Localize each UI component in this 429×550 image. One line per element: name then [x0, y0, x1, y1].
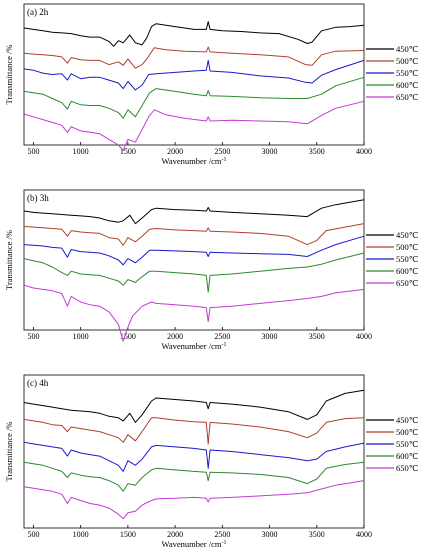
- x-tick-label: 500: [27, 147, 39, 156]
- x-tick-label: 2500: [214, 332, 230, 341]
- legend-label-3: 550℃: [396, 254, 419, 264]
- x-tick-label: 2000: [167, 332, 183, 341]
- x-tick-label: 500: [27, 530, 39, 539]
- series-line-4: [23, 76, 365, 119]
- y-axis-label: Transmittance /%: [4, 230, 14, 290]
- series-line-2: [23, 417, 365, 445]
- legend-label-1: 450℃: [396, 44, 419, 54]
- x-tick-label: 1500: [120, 530, 136, 539]
- y-axis-label: Transmittance /%: [4, 45, 14, 105]
- chart-panel-1: 500 1000 1500 2000 2500 3000 3500 4000 Wavenumbe…: [4, 3, 419, 166]
- legend-label-4: 600℃: [396, 266, 419, 276]
- series-line-4: [23, 252, 365, 293]
- chart-panel-3: 500 1000 1500 2000 2500 3000 3500 4000 Wavenumbe…: [4, 374, 419, 549]
- plot-frame: [23, 374, 365, 529]
- x-tick-label: 3500: [309, 530, 325, 539]
- plot-frame: [23, 3, 365, 146]
- x-tick-label: 2000: [167, 147, 183, 156]
- y-axis-label: Transmittance /%: [4, 422, 14, 482]
- x-tick-label: 1500: [120, 332, 136, 341]
- series-line-3: [23, 235, 365, 266]
- legend-label-2: 500℃: [396, 56, 419, 66]
- x-tick-label: 4000: [356, 147, 372, 156]
- x-tick-label: 500: [27, 332, 39, 341]
- legend-label-3: 550℃: [396, 68, 419, 78]
- legend-label-4: 600℃: [396, 80, 419, 90]
- panel-label: (b) 3h: [27, 193, 49, 203]
- legend-label-5: 650℃: [396, 463, 419, 473]
- legend-label-5: 650℃: [396, 92, 419, 102]
- x-tick-label: 3000: [262, 332, 278, 341]
- legend-label-3: 550℃: [396, 439, 419, 449]
- x-tick-label: 3000: [262, 530, 278, 539]
- series-line-5: [23, 480, 365, 520]
- series-line-3: [23, 59, 365, 91]
- legend-label-2: 500℃: [396, 427, 419, 437]
- x-axis-label: Wavenumber /cm-1: [162, 341, 227, 351]
- series-line-1: [23, 21, 365, 47]
- series-line-1: [23, 199, 365, 225]
- x-tick-label: 1000: [73, 147, 89, 156]
- series-line-2: [23, 46, 365, 69]
- legend-label-1: 450℃: [396, 230, 419, 240]
- x-tick-label: 3500: [309, 147, 325, 156]
- panel-label: (c) 4h: [27, 378, 49, 388]
- x-tick-label: 2500: [214, 147, 230, 156]
- x-tick-label: 2500: [214, 530, 230, 539]
- plot-frame: [23, 189, 365, 331]
- x-tick-label: 1000: [73, 530, 89, 539]
- x-tick-label: 2000: [167, 530, 183, 539]
- legend-label-2: 500℃: [396, 242, 419, 252]
- series-line-2: [23, 223, 365, 246]
- legend-label-1: 450℃: [396, 415, 419, 425]
- chart-panel-2: 500 1000 1500 2000 2500 3000 3500 4000 Wavenumbe…: [4, 189, 419, 351]
- legend-label-5: 650℃: [396, 278, 419, 288]
- panel-label: (a) 2h: [27, 7, 49, 17]
- series-line-5: [23, 284, 365, 342]
- x-axis-label: Wavenumber /cm-1: [162, 156, 227, 166]
- series-line-4: [23, 461, 365, 492]
- series-line-3: [23, 441, 365, 472]
- x-tick-label: 1000: [73, 332, 89, 341]
- x-tick-label: 4000: [356, 332, 372, 341]
- legend-label-4: 600℃: [396, 451, 419, 461]
- x-axis-label: Wavenumber /cm-1: [162, 539, 227, 549]
- series-line-5: [23, 100, 365, 152]
- x-tick-label: 1500: [120, 147, 136, 156]
- series-line-1: [23, 389, 365, 423]
- x-tick-label: 4000: [356, 530, 372, 539]
- x-tick-label: 3000: [262, 147, 278, 156]
- x-tick-label: 3500: [309, 332, 325, 341]
